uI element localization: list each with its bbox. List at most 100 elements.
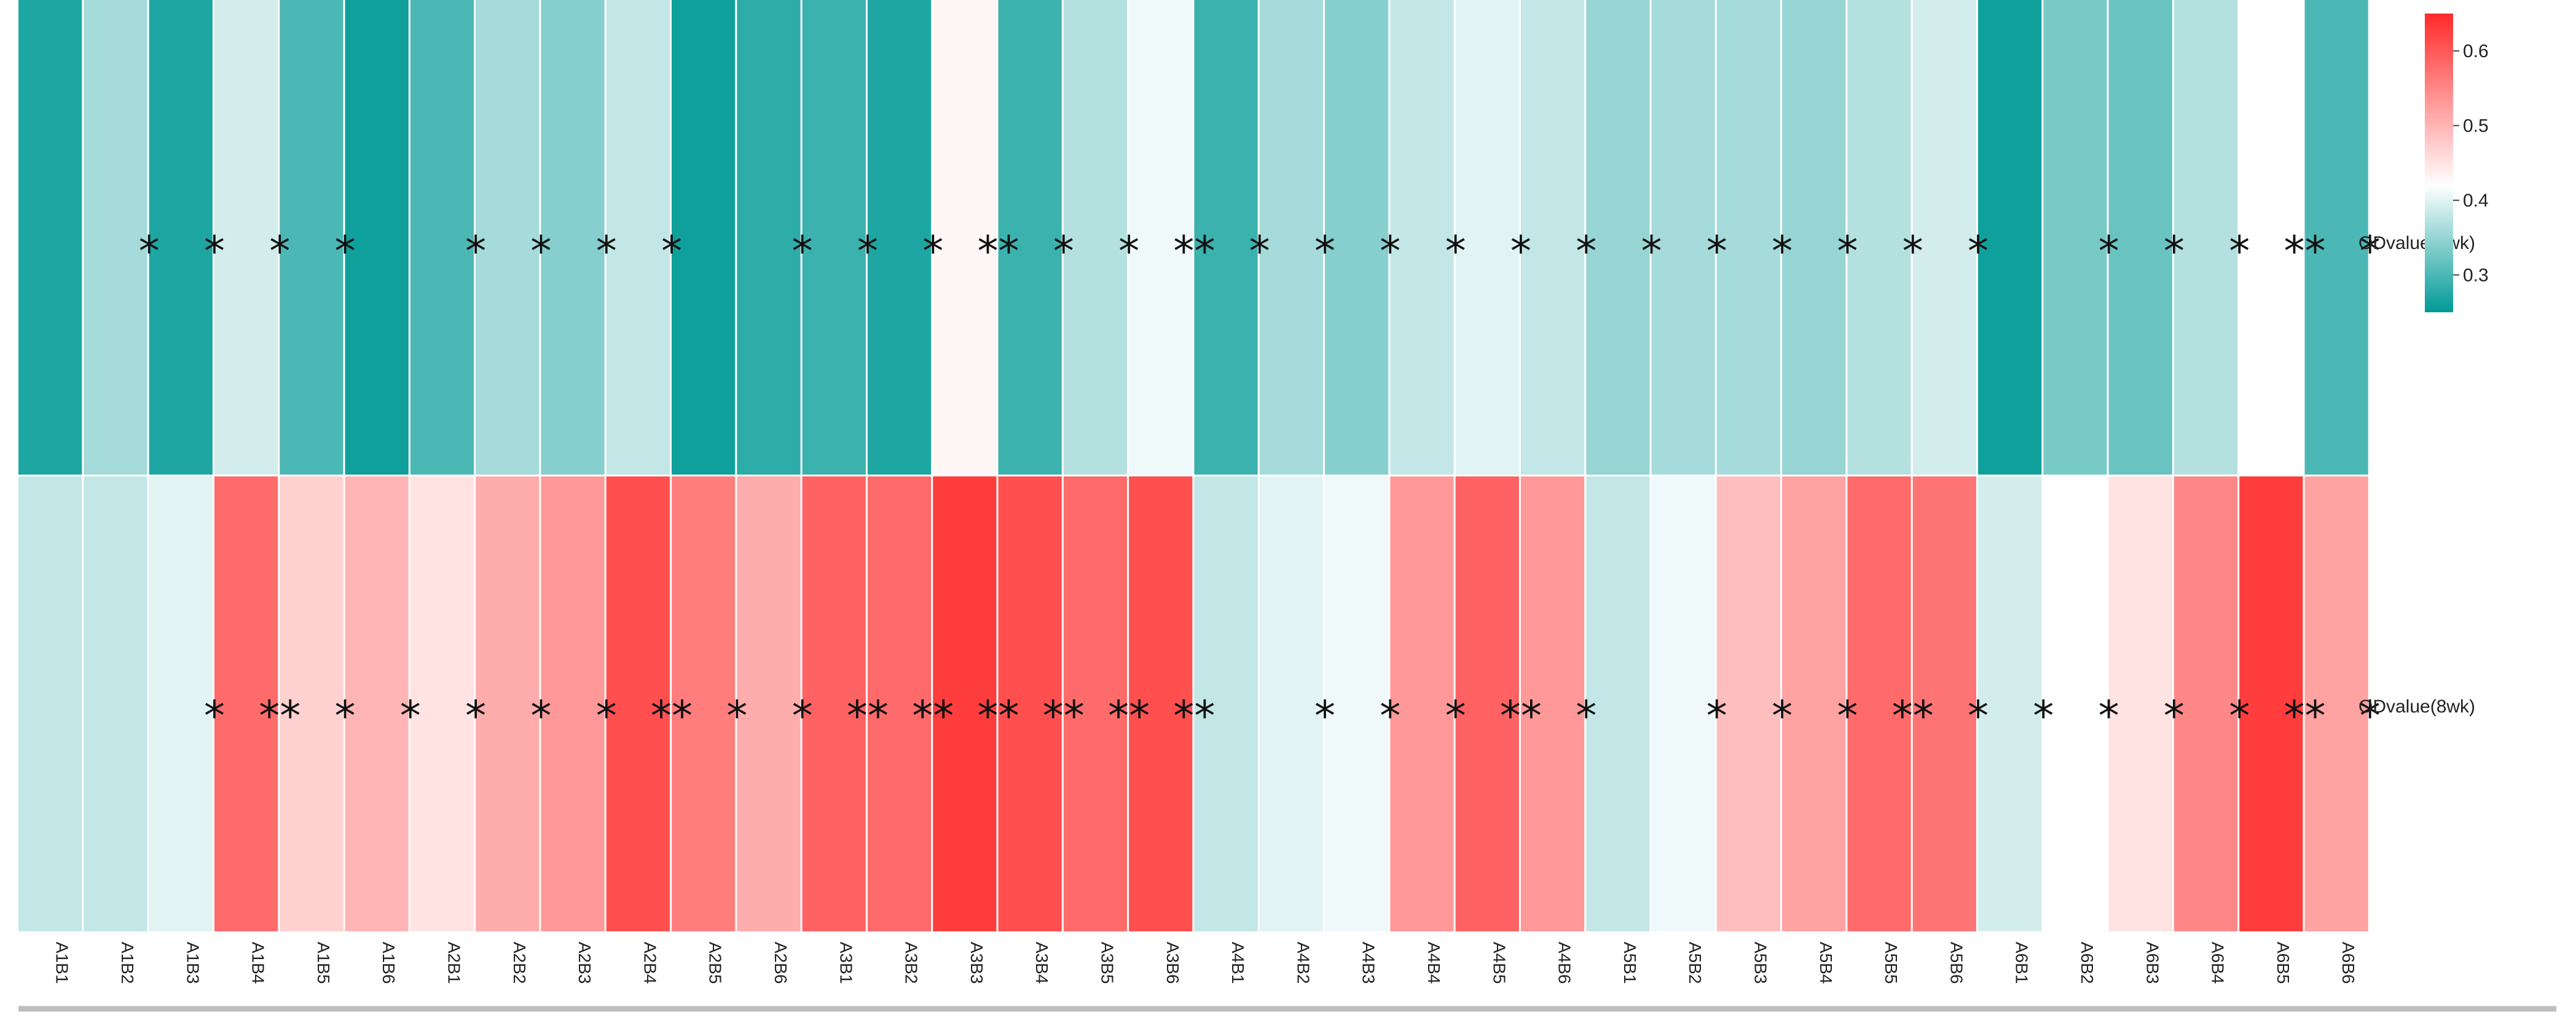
significance-mark: * (857, 227, 878, 276)
heatmap-cell (2108, 0, 2172, 475)
heatmap-cell (1847, 476, 1911, 931)
significance-mark: * (2099, 227, 2119, 276)
heatmap-cell (345, 476, 409, 931)
heatmap-cell (1847, 0, 1911, 475)
significance-marks: * * * * * * * * * * * ** * * ** * * * * * * * * * * * * * * * ** ** ** * *… (139, 227, 2381, 741)
significance-mark: * (1837, 692, 1858, 741)
significance-mark: * (1968, 692, 1989, 741)
significance-mark: * (269, 227, 290, 276)
heatmap-cell (1978, 0, 2042, 475)
significance-mark: ** (1173, 227, 1215, 276)
heatmap-cell (1520, 476, 1585, 931)
significance-mark: ** (259, 692, 300, 741)
heatmap-cell (345, 0, 409, 475)
x-tick-label: A1B5 (314, 942, 333, 984)
x-tick-label: A6B4 (2209, 942, 2228, 984)
x-tick-label: A6B3 (2143, 942, 2162, 984)
heatmap-cell (737, 476, 801, 931)
colorbar-tick-label: 0.6 (2463, 41, 2489, 61)
heatmap-cell (214, 0, 278, 475)
significance-mark: ** (847, 692, 889, 741)
x-tick-label: A1B1 (53, 942, 72, 984)
heatmap-cell (410, 0, 474, 475)
significance-mark: * (1576, 227, 1596, 276)
heatmap-cell (2043, 0, 2107, 475)
heatmap-cell (1325, 476, 1389, 931)
heatmap-cell (18, 0, 82, 475)
heatmap-cell (2043, 476, 2107, 931)
colorbar-tick-label: 0.5 (2463, 116, 2489, 136)
heatmap-cell (1586, 0, 1650, 475)
x-tick-label: A5B1 (1620, 942, 1639, 984)
significance-mark: ** (978, 227, 1019, 276)
significance-mark: * (2033, 692, 2054, 741)
heatmap-cell (410, 476, 474, 931)
heatmap-cells (18, 0, 2368, 931)
significance-mark: ** (651, 692, 693, 741)
heatmap-cell (998, 0, 1062, 475)
significance-mark: ** (2284, 227, 2326, 276)
heatmap-cell (1912, 476, 1976, 931)
significance-mark: ** (1173, 692, 1215, 741)
heatmap-cell (802, 0, 866, 475)
heatmap-cell (541, 476, 605, 931)
heatmap-cell (2174, 476, 2238, 931)
significance-mark: * (1706, 227, 1727, 276)
x-tick-label: A6B1 (2012, 942, 2032, 984)
heatmap-cell (1455, 0, 1519, 475)
x-tick-label: A3B6 (1163, 942, 1182, 984)
x-tick-label: A4B6 (1555, 942, 1574, 984)
x-tick-label: A3B2 (902, 942, 921, 984)
row-label-4wk: ODvalue(4wk) (2358, 233, 2475, 253)
heatmap-cell (1194, 476, 1258, 931)
x-tick-label: A2B3 (575, 942, 594, 984)
significance-mark: * (792, 227, 813, 276)
significance-mark: * (1380, 227, 1400, 276)
x-tick-label: A1B2 (118, 942, 137, 984)
heatmap-cell (2239, 0, 2303, 475)
x-tick-label: A5B3 (1751, 942, 1770, 984)
significance-mark: * (1510, 227, 1531, 276)
heatmap-cell (1129, 476, 1193, 931)
heatmap-cell (2304, 0, 2368, 475)
heatmap-cell (1259, 476, 1323, 931)
significance-mark: * (2360, 692, 2381, 741)
significance-mark: * (1968, 227, 1989, 276)
x-tick-labels: A1B1 A1B2 A1B3 A1B4 A1B5 A1B6 A2B1 A2B2 A2B3 A2B4… (53, 942, 2358, 984)
heatmap-cell (672, 476, 736, 931)
heatmap-cell (1782, 0, 1846, 475)
heatmap-cell (1259, 0, 1323, 475)
significance-mark: * (204, 692, 225, 741)
x-tick-label: A6B5 (2274, 942, 2293, 984)
heatmap-cell (84, 0, 147, 475)
heatmap-cell (672, 0, 736, 475)
heatmap-cell (1129, 0, 1193, 475)
significance-mark: * (1445, 227, 1466, 276)
heatmap-cell (214, 476, 278, 931)
x-tick-label: A4B2 (1294, 942, 1313, 984)
heatmap-cell (1455, 476, 1519, 931)
heatmap-cell (1912, 0, 1976, 475)
colorbar-tick-label: 0.4 (2463, 191, 2489, 211)
heatmap-cell (1716, 476, 1781, 931)
significance-mark: * (792, 692, 813, 741)
heatmap-cell (737, 0, 801, 475)
significance-mark: ** (1500, 692, 1542, 741)
heatmap-cell (149, 476, 213, 931)
x-tick-label: A2B4 (640, 942, 659, 984)
heatmap-cell (802, 476, 866, 931)
significance-mark: * (922, 227, 943, 276)
significance-mark: * (530, 692, 551, 741)
heatmap-cell (1651, 476, 1715, 931)
significance-mark: * (726, 692, 747, 741)
heatmap-cell (18, 476, 82, 931)
x-tick-label: A5B2 (1686, 942, 1705, 984)
heatmap-cell (2174, 0, 2238, 475)
x-tick-label: A2B1 (444, 942, 463, 984)
x-tick-label: A5B6 (1947, 942, 1966, 984)
heatmap-cell (1063, 476, 1128, 931)
colorbar: 0.3 0.4 0.5 0.6 (2425, 14, 2489, 312)
x-tick-label: A5B5 (1882, 942, 1901, 984)
heatmap-cell (1520, 0, 1585, 475)
